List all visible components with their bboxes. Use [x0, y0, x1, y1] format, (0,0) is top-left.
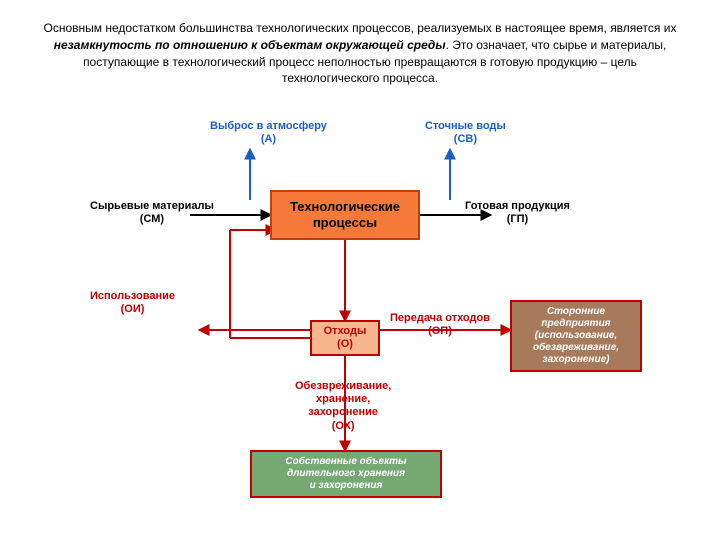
- intro-bold: незамкнутость по отношению к объектам ок…: [54, 38, 446, 52]
- intro-paragraph: Основным недостатком большинства техноло…: [40, 20, 680, 87]
- flowchart: Выброс в атмосферу(А) Сточные воды(СВ) Сыр…: [80, 120, 640, 520]
- label-use: Использование(ОИ): [90, 290, 175, 316]
- label-raw: Сырьевые материалы(СМ): [90, 200, 214, 226]
- label-wastewater: Сточные воды(СВ): [425, 120, 506, 146]
- intro-pre: Основным недостатком большинства техноло…: [44, 21, 677, 35]
- label-product: Готовая продукция(ГП): [465, 200, 570, 226]
- box-ext: Сторонниепредприятия(использование,обезв…: [510, 300, 642, 372]
- box-tech: Технологическиепроцессы: [270, 190, 420, 240]
- label-transfer: Передача отходов(ОП): [390, 312, 490, 338]
- label-atmos: Выброс в атмосферу(А): [210, 120, 327, 146]
- box-own: Собственные объектыдлительного храненияи…: [250, 450, 442, 498]
- label-neutral: Обезвреживание,хранение,захоронение(ОХ): [295, 380, 391, 433]
- box-waste: Отходы(О): [310, 320, 380, 356]
